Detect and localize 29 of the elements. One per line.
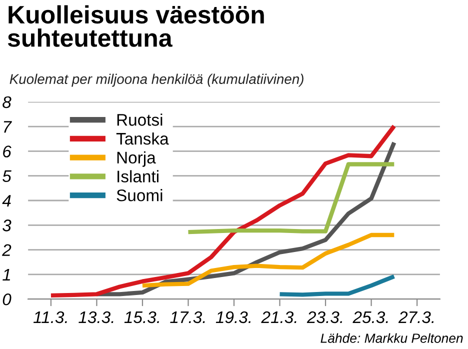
x-tick-label: 25.3. — [352, 311, 388, 324]
chart-title: Kuolleisuus väestöön suhteutettuna — [8, 5, 264, 47]
legend-label: Tanska — [116, 132, 169, 145]
x-tick-label: 15.3. — [124, 311, 159, 324]
y-tick-label: 0 — [2, 293, 12, 306]
y-tick-label: 8 — [2, 96, 12, 108]
y-tick-label: 4 — [2, 195, 11, 207]
legend-label: Suomi — [116, 189, 162, 202]
y-tick-label: 3 — [2, 220, 12, 232]
x-tick-label: 19.3. — [216, 311, 250, 324]
x-tick-label: 13.3. — [78, 311, 114, 324]
y-tick-label: 5 — [2, 170, 12, 182]
line-series — [140, 232, 396, 288]
x-tick-label: 11.3. — [33, 311, 67, 324]
legend-label: Norja — [117, 151, 156, 167]
chart-subtitle: Kuolemat per miljoona henkilöä (kumulatiivinen) — [10, 74, 304, 87]
text: Lähde: Markku Peltonen — [320, 333, 463, 343]
x-tick-label: 17.3. — [170, 311, 205, 324]
y-tick-label: 2 — [2, 244, 12, 256]
y-tick-label: 6 — [3, 146, 12, 158]
y-tick-label: 7 — [4, 121, 12, 133]
y-tick-label: 1 — [2, 269, 10, 280]
legend-label: Ruotsi — [117, 114, 162, 126]
x-tick-label: 21.3. — [261, 311, 296, 324]
line-series — [186, 162, 396, 234]
legend-label: Islanti — [118, 170, 158, 182]
x-tick-label: 23.3. — [306, 311, 342, 324]
line-series — [278, 274, 396, 297]
x-tick-label: 27.3. — [398, 311, 434, 324]
